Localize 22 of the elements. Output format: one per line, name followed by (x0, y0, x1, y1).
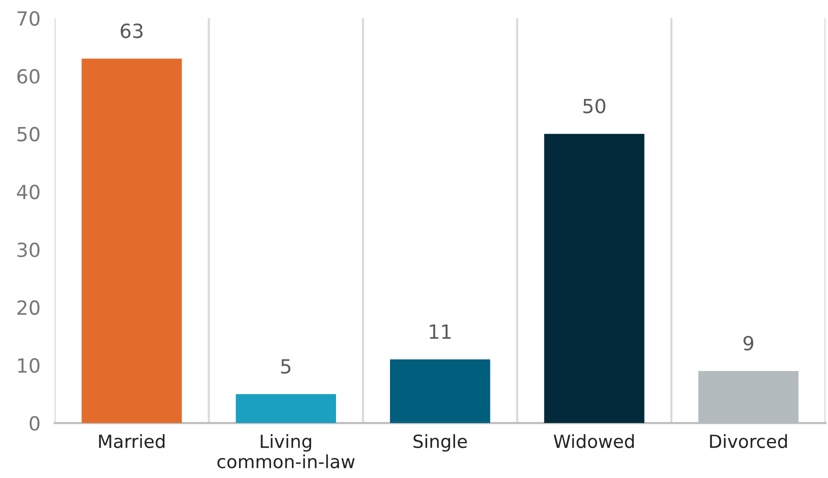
data-label: 11 (430, 324, 451, 339)
x-tick-label: Living common-in-law (217, 434, 355, 468)
y-tick-label: 70 (18, 11, 40, 26)
data-label: 63 (120, 24, 143, 38)
x-tick-label: Married (99, 434, 164, 448)
data-label: 9 (743, 336, 754, 351)
bar (82, 58, 182, 424)
y-tick-label: 30 (18, 242, 40, 258)
y-tick-label: 50 (18, 126, 40, 142)
y-tick-label: 40 (16, 184, 40, 200)
x-tick-label: Single (414, 434, 467, 452)
x-tick-label: Divorced (710, 434, 787, 448)
bar (544, 134, 644, 424)
y-tick-label: 0 (30, 416, 40, 431)
data-label: 50 (583, 98, 606, 114)
bar (236, 394, 336, 424)
bar (390, 359, 490, 424)
x-tick-label: Widowed (554, 434, 634, 448)
y-tick-label: 10 (18, 358, 40, 373)
data-label: 5 (281, 359, 290, 374)
y-tick-label: 60 (17, 68, 40, 84)
y-tick-label: 20 (17, 300, 40, 316)
